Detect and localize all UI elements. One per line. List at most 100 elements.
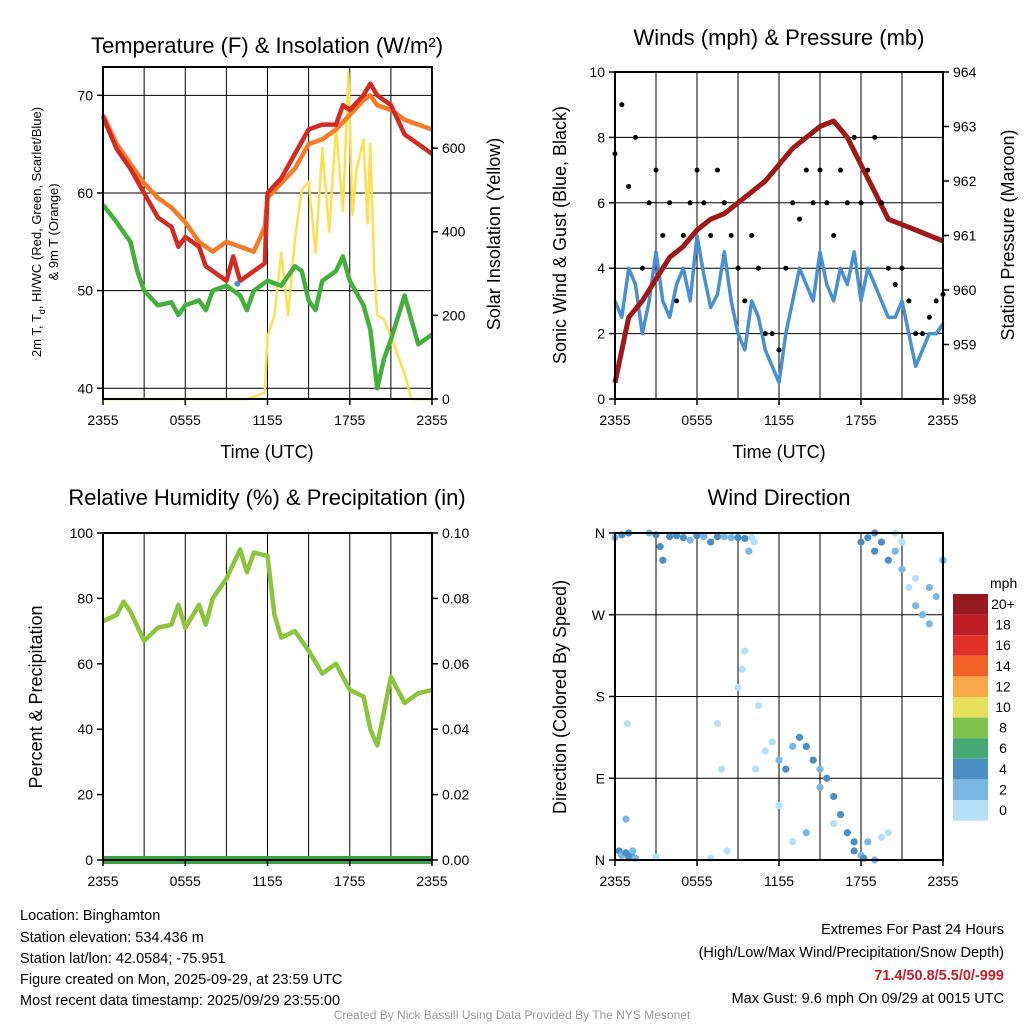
wind-direction-point: [700, 533, 708, 541]
gust-point: [633, 134, 638, 140]
legend-title: mph: [990, 575, 1017, 591]
x-tick-label: 0555: [170, 873, 201, 889]
wind-direction-point: [816, 765, 824, 773]
gust-point: [838, 167, 843, 173]
x-tick-label: 0555: [681, 873, 712, 889]
wind-direction-point: [750, 538, 759, 546]
colorbar-swatch: [953, 594, 988, 615]
gust-point: [715, 167, 720, 173]
colorbar-swatch: [953, 717, 988, 739]
x-tick-label: 2355: [599, 873, 630, 889]
wind-direction-point: [734, 533, 742, 542]
gust-point: [844, 200, 850, 206]
wind-direction-point: [891, 547, 899, 555]
x-tick-label: 2355: [416, 873, 447, 889]
gust-point: [892, 282, 898, 288]
sonic-wind-line: [613, 233, 945, 385]
gust-point: [906, 298, 912, 304]
y-tick-label: 8: [597, 129, 605, 145]
speed-colorbar: 20+ 18 16 14 12 10 8 6 4 2 0: [953, 594, 1015, 821]
colorbar-label: 10: [995, 699, 1011, 715]
x-tick-label: 0555: [681, 412, 712, 428]
y-right-tick-label: 958: [953, 391, 977, 407]
gust-point: [865, 167, 871, 173]
colorbar-label: 12: [995, 678, 1011, 694]
ylabel-part: 2m T, T: [29, 314, 44, 357]
wind-direction-point: [738, 665, 746, 673]
y-right-tick-label: 0.04: [442, 721, 469, 737]
gust-point: [885, 265, 891, 271]
y-tick-label: 60: [77, 656, 93, 672]
wind-direction-point: [884, 829, 892, 837]
y-tick-label: S: [596, 689, 605, 705]
extremes-values: 71.4/50.8/5.5/0/-999: [874, 968, 1004, 984]
y-tick-label: 80: [77, 590, 93, 606]
gust-point: [810, 200, 816, 206]
colorbar-swatch: [953, 614, 988, 636]
y-right-tick-label: 400: [442, 224, 466, 240]
wind-direction-point: [679, 533, 687, 542]
y-right-tick-label: 959: [953, 337, 977, 353]
wind-direction-point: [734, 683, 742, 692]
wind-direction-point: [775, 756, 783, 764]
y-tick-label: 50: [77, 283, 93, 299]
pressure-y-label: Station Pressure (Maroon): [998, 129, 1018, 340]
temp-y-label-line2: & 9m T (Orange): [46, 183, 61, 280]
wind-direction-point: [622, 815, 630, 823]
y-tick-label: 40: [77, 380, 93, 396]
y-tick-label: E: [596, 770, 605, 786]
colorbar-swatch: [953, 758, 988, 780]
gust-point: [667, 200, 673, 206]
wind-direction-point: [768, 738, 776, 746]
gust-point: [899, 265, 905, 271]
gust-point: [797, 216, 802, 222]
gust-point: [872, 134, 878, 140]
x-tick-label: 1155: [252, 873, 282, 889]
x-tick-label: 1755: [334, 412, 365, 428]
wind-direction-point: [789, 838, 797, 846]
wind-direction-point: [850, 838, 858, 846]
gust-point: [735, 265, 741, 271]
temp-x-label: Time (UTC): [220, 442, 313, 462]
x-tick-label: 1755: [845, 873, 876, 889]
gust-point: [776, 347, 782, 353]
wind-direction-point: [713, 720, 722, 728]
wind-direction-point: [830, 792, 838, 801]
gust-point: [701, 200, 707, 206]
wind-direction-point: [707, 538, 715, 546]
gust-point: [674, 298, 679, 304]
wind-direction-point: [871, 547, 879, 555]
gust-point: [926, 314, 932, 320]
gust-point: [728, 233, 734, 238]
y-tick-label: 20: [77, 787, 93, 803]
rh-chart-title: Relative Humidity (%) & Precipitation (i…: [68, 485, 465, 510]
pressure-line: [612, 118, 944, 384]
gust-point: [653, 167, 659, 173]
wind-direction-point: [720, 533, 728, 541]
wind-direction-point: [830, 820, 838, 828]
wind-direction-point: [782, 765, 790, 773]
wind-direction-point: [843, 829, 851, 837]
gust-point: [742, 298, 748, 304]
x-tick-label: 1155: [252, 412, 282, 428]
wind-direction-point: [877, 538, 886, 546]
wind-direction-point: [723, 847, 731, 855]
insolation-y-label: Solar Insolation (Yellow): [484, 138, 504, 330]
wind-direction-point: [713, 533, 722, 541]
wind-direction-point: [850, 847, 858, 855]
colorbar-swatch: [953, 779, 988, 800]
plot-layer: 2355 0555 1155 1755 235540506070020040060023…: [70, 64, 977, 889]
y-right-tick-label: 0.00: [442, 852, 469, 868]
gust-point: [749, 233, 755, 238]
extremes-title: Extremes For Past 24 Hours: [821, 922, 1004, 938]
ylabel-subscript: d: [37, 309, 47, 314]
y-tick-label: 2: [597, 326, 605, 342]
wind-direction-point: [912, 574, 920, 583]
y-right-tick-label: 0: [442, 391, 450, 407]
y-right-tick-label: 0.10: [442, 525, 469, 541]
y-tick-label: 6: [597, 195, 605, 211]
colorbar-swatch: [953, 800, 988, 821]
colorbar-label: 6: [999, 740, 1007, 756]
colorbar-label: 20+: [991, 596, 1015, 612]
y-right-tick-label: 600: [442, 140, 466, 156]
